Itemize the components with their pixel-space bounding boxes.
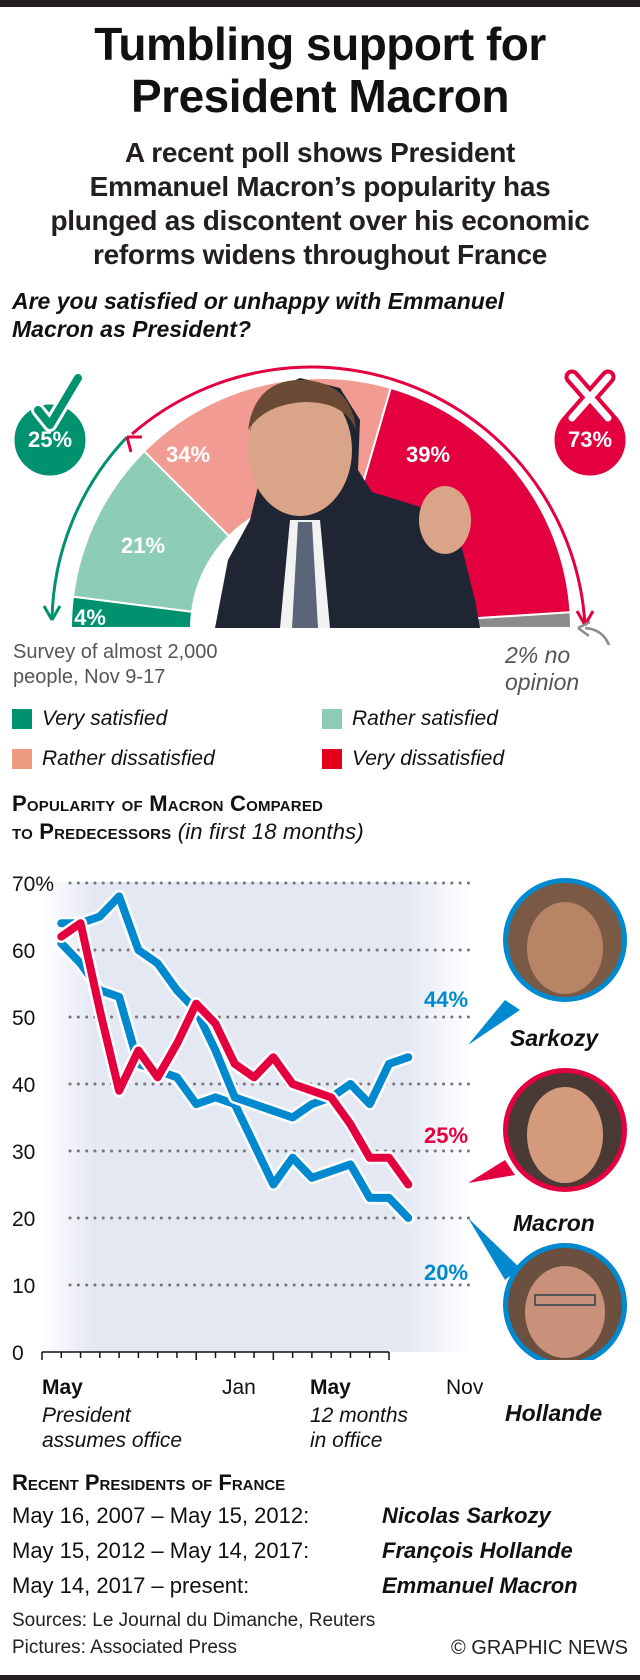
poll-question: Are you satisfied or unhappy with Emmanu… [12, 287, 632, 343]
legend-label: Rather dissatisfied [42, 747, 215, 770]
presidents-title: Recent Presidents of France [12, 1470, 286, 1495]
top-bar [0, 0, 640, 7]
president-dates: May 16, 2007 – May 15, 2012: [12, 1503, 310, 1528]
title-line-1: Tumbling support for [94, 18, 546, 70]
legend-swatch [12, 749, 32, 769]
chart-title: Popularity of Macron Compared to Predece… [12, 790, 364, 846]
y-tick-label: 60 [12, 940, 35, 963]
no-opinion-line: opinion [505, 669, 580, 695]
subtitle: A recent poll shows President Emmanuel M… [0, 136, 640, 272]
green-arrow-head-icon [42, 605, 62, 621]
bottom-bar [0, 1675, 640, 1680]
president-row: May 15, 2012 – May 14, 2017: François Hol… [12, 1538, 573, 1564]
hollande-name: Hollande [505, 1400, 603, 1426]
page-title: Tumbling support for President Macron [0, 18, 640, 122]
chart-title-note: (in first 18 months) [177, 819, 364, 844]
survey-note: Survey of almost 2,000 people, Nov 9-17 [13, 640, 218, 690]
poll-segment-label: 21% [121, 533, 165, 558]
subtitle-line: plunged as discontent over his economic [50, 205, 590, 236]
legend-label: Very satisfied [42, 707, 168, 730]
red-arrow-head-icon [125, 435, 142, 453]
y-tick-label: 30 [12, 1141, 35, 1164]
president-dates: May 15, 2012 – May 14, 2017: [12, 1538, 310, 1563]
sarkozy-name: Sarkozy [510, 1025, 599, 1051]
legend-swatch [322, 749, 342, 769]
title-line-2: President Macron [131, 70, 510, 122]
x-note-start: President assumes office [42, 1403, 182, 1453]
poll-segment-label: 34% [166, 442, 210, 467]
legend-swatch [322, 709, 342, 729]
y-tick-label: 50 [12, 1007, 35, 1030]
president-name: Nicolas Sarkozy [382, 1503, 551, 1528]
sources-note: Sources: Le Journal du Dimanche, Reuters [12, 1610, 376, 1631]
no-opinion-note: 2% no opinion [505, 642, 579, 696]
poll-semicircle-chart: 4% 21% 34% 39% [11, 365, 629, 645]
poll-segment-label: 4% [74, 605, 106, 630]
dissatisfied-badge [551, 369, 629, 479]
satisfied-badge [11, 371, 89, 479]
sarkozy-portrait [468, 878, 627, 1045]
president-name: François Hollande [382, 1538, 573, 1563]
pictures-credit: Pictures: Associated Press [12, 1637, 237, 1658]
no-opinion-line: 2% no [505, 642, 571, 668]
president-row: May 16, 2007 – May 15, 2012: Nicolas Sark… [12, 1503, 551, 1529]
macron-photo [215, 378, 480, 628]
chart-title-line: to Predecessors [12, 819, 172, 844]
end-label-sarkozy: 44% [424, 987, 468, 1012]
x-note-line: assumes office [42, 1429, 183, 1452]
dissatisfied-total: 73% [567, 427, 613, 452]
poll-legend: Very satisfied Rather satisfied Rather d… [12, 707, 632, 787]
end-label-hollande: 20% [424, 1260, 468, 1285]
legend-item: Very dissatisfied [322, 747, 504, 771]
subtitle-line: A recent poll shows President [124, 137, 516, 168]
y-tick-label: 10 [12, 1275, 35, 1298]
check-icon [34, 374, 82, 429]
legend-item: Very satisfied [12, 707, 167, 731]
x-note-line: in office [310, 1429, 383, 1452]
president-dates: May 14, 2017 – present: [12, 1573, 250, 1598]
legend-label: Very dissatisfied [352, 747, 505, 770]
subtitle-line: Emmanuel Macron’s popularity has [89, 171, 551, 202]
series-line-macron [57, 919, 413, 1189]
cross-icon [568, 373, 612, 422]
satisfied-arc [50, 435, 129, 621]
x-note-12-months: 12 months in office [310, 1403, 408, 1453]
x-tick-label: Nov [446, 1376, 484, 1399]
y-tick-label: 40 [12, 1074, 35, 1097]
survey-line: Survey of almost 2,000 [13, 641, 218, 663]
y-tick-label: 20 [12, 1208, 35, 1231]
president-name: Emmanuel Macron [382, 1573, 578, 1598]
y-tick-label: 0 [12, 1342, 24, 1360]
x-tick-label: May [42, 1376, 83, 1399]
y-tick-label: 70% [12, 873, 54, 896]
satisfied-total: 25% [27, 427, 73, 452]
copyright: © GRAPHIC NEWS [451, 1637, 628, 1659]
x-note-line: 12 months [310, 1404, 409, 1427]
dissatisfied-arc [131, 365, 587, 626]
legend-swatch [12, 709, 32, 729]
subtitle-line: reforms widens throughout France [93, 239, 547, 270]
question-line: Macron as President? [12, 316, 252, 342]
hollande-portrait [468, 1218, 627, 1360]
no-opinion-pointer [584, 626, 611, 645]
x-note-line: President [42, 1404, 131, 1427]
legend-item: Rather dissatisfied [12, 747, 215, 771]
grey-arrow-head-icon [577, 620, 591, 638]
end-label-macron: 25% [424, 1123, 468, 1148]
x-tick-label: Jan [222, 1376, 256, 1399]
question-line: Are you satisfied or unhappy with Emmanu… [12, 288, 505, 314]
legend-label: Rather satisfied [352, 707, 498, 730]
poll-segment-label: 39% [406, 442, 450, 467]
chart-title-line: Popularity of Macron Compared [12, 791, 324, 816]
macron-portrait [468, 1068, 627, 1192]
series-line-sarkozy [57, 892, 413, 1122]
survey-line: people, Nov 9-17 [13, 666, 166, 688]
macron-name: Macron [513, 1210, 595, 1236]
x-tick-label: May [310, 1376, 351, 1399]
president-row: May 14, 2017 – present: Emmanuel Macron [12, 1573, 578, 1599]
popularity-line-chart: 0 10 20 30 40 50 60 70% 44% 20% 25% [12, 873, 627, 1360]
legend-item: Rather satisfied [322, 707, 498, 731]
chart-background [42, 882, 470, 1352]
